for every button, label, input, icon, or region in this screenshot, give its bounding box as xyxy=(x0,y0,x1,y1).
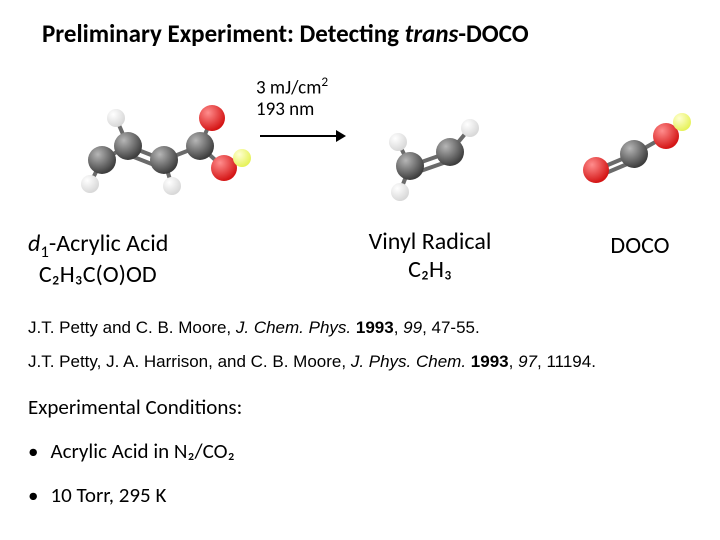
conditions-header: Experimental Conditions: xyxy=(28,394,242,420)
title-italic: trans xyxy=(405,18,459,49)
photolysis-conditions: 3 mJ/cm2 193 nm xyxy=(256,74,328,121)
acrylic-acid-label: d1-Acrylic Acid C₂H₃C(O)OD xyxy=(28,230,248,289)
acrylic-name: -Acrylic Acid xyxy=(49,229,168,258)
reference-2: J.T. Petty, J. A. Harrison, and C. B. Mo… xyxy=(28,352,596,372)
acrylic-d: d xyxy=(28,229,40,258)
acrylic-formula: C₂H₃C(O)OD xyxy=(39,260,157,289)
doco-molecule xyxy=(560,92,700,202)
vinyl-formula: C₂H₃ xyxy=(408,255,452,284)
acrylic-sub: 1 xyxy=(40,241,49,262)
title-suffix: -DOCO xyxy=(458,18,528,49)
vinyl-name: Vinyl Radical xyxy=(369,227,492,256)
acrylic-acid-molecule xyxy=(72,78,252,198)
vinyl-radical-label: Vinyl Radical C₂H₃ xyxy=(330,228,530,283)
reaction-arrow xyxy=(258,126,348,146)
fluence: 3 mJ/cm xyxy=(256,76,321,99)
vinyl-radical-molecule xyxy=(370,92,520,202)
title-prefix: Preliminary Experiment: Detecting xyxy=(42,18,405,49)
reference-1: J.T. Petty and C. B. Moore, J. Chem. Phy… xyxy=(28,318,480,338)
wavelength: 193 nm xyxy=(256,98,314,121)
doco-text: DOCO xyxy=(610,231,669,260)
doco-label: DOCO xyxy=(580,232,700,260)
condition-1: Acrylic Acid in N₂/CO₂ xyxy=(28,438,235,464)
condition-2: 10 Torr, 295 K xyxy=(28,482,166,508)
slide-title: Preliminary Experiment: Detecting trans-… xyxy=(42,18,529,49)
fluence-sup: 2 xyxy=(321,73,328,90)
